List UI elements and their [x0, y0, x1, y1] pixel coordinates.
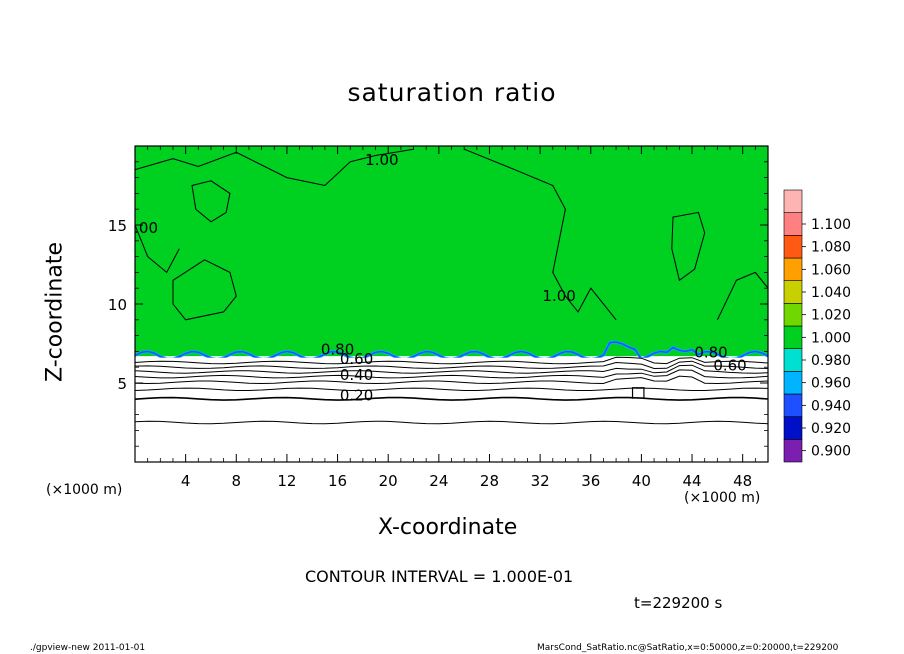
contour-label: 0.20	[340, 386, 373, 404]
colorbar-label: 1.060	[811, 262, 851, 278]
contour-label: 0.60	[340, 350, 373, 368]
contour-line	[135, 420, 768, 425]
contour-line	[172, 259, 237, 321]
colorbar-swatch	[783, 439, 803, 463]
colorbar-swatch	[783, 303, 803, 327]
y-tick-label: 5	[117, 375, 127, 393]
colorbar-label: 1.040	[811, 285, 851, 301]
contour-line	[135, 148, 414, 187]
colorbar-swatch	[783, 371, 803, 395]
contour-lines: 1.001.001.000.800.600.400.200.800.60	[125, 148, 768, 425]
x-tick-label: 28	[480, 472, 499, 490]
contour-line	[464, 148, 617, 321]
x-tick-label: 16	[328, 472, 347, 490]
colorbar-label: 0.960	[811, 376, 851, 392]
x-tick-label: 32	[531, 472, 550, 490]
saturation-field	[135, 146, 768, 462]
colorbar-label: 0.920	[811, 421, 851, 437]
contour-line	[135, 387, 768, 391]
colorbar-label: 1.000	[811, 330, 851, 346]
colorbar-label: 0.900	[811, 444, 851, 460]
colorbar-label: 1.080	[811, 240, 851, 256]
contour-line	[135, 369, 768, 379]
contour-label: 0.60	[713, 356, 746, 374]
contour-label: 0.80	[694, 344, 727, 362]
colorbar-swatch	[783, 189, 803, 213]
colorbar-swatch	[783, 257, 803, 281]
x-tick-label: 12	[277, 472, 296, 490]
colorbar-swatch	[783, 348, 803, 372]
contour-line	[716, 271, 768, 321]
contour-line	[135, 364, 768, 374]
colorbar: 0.900 0.920 0.940 0.960 0.980 1.000 1.020 1.040…	[783, 189, 851, 463]
colorbar-label: 1.100	[811, 217, 851, 233]
contour-label: 0.40	[340, 366, 373, 384]
contour-line	[191, 180, 231, 223]
contour-line	[135, 356, 768, 365]
x-axis-unit: (×1000 m)	[46, 482, 123, 498]
x-tick-label: 8	[232, 472, 242, 490]
contour-label: 1.00	[125, 219, 158, 237]
y-tick-label: 10	[108, 296, 127, 314]
x-tick-label: 24	[429, 472, 448, 490]
footer-program: ./gpview-new 2011-01-01	[30, 643, 146, 653]
contour-line	[631, 387, 645, 399]
time-label: t=229200 s	[634, 594, 723, 612]
colorbar-swatch	[783, 212, 803, 236]
subsaturated-region	[135, 357, 768, 462]
colorbar-swatch	[783, 416, 803, 440]
contour-line	[135, 224, 180, 274]
contour-line	[135, 375, 768, 385]
contour-line	[135, 360, 768, 370]
contour-line	[135, 396, 768, 401]
y-axis-unit: (×1000 m)	[684, 490, 761, 506]
y-axis-label: Z-coordinate	[42, 242, 68, 382]
x-tick-label: 20	[379, 472, 398, 490]
contour-line	[671, 211, 706, 282]
contour-interval: CONTOUR INTERVAL = 1.000E-01	[305, 567, 574, 586]
saturated-region	[135, 146, 768, 357]
colorbar-swatch	[783, 325, 803, 349]
colorbar-label: 1.020	[811, 308, 851, 324]
colorbar-swatch	[783, 393, 803, 417]
colorbar-swatch	[783, 235, 803, 259]
y-tick-label: 15	[108, 217, 127, 235]
footer-source: MarsCond_SatRatio.nc@SatRatio,x=0:50000,…	[537, 643, 839, 653]
x-tick-label: 4	[181, 472, 191, 490]
x-axis-label: X-coordinate	[378, 515, 518, 540]
colorbar-label: 0.940	[811, 398, 851, 414]
contour-label: 1.00	[365, 151, 398, 169]
x-tick-label: 48	[733, 472, 752, 490]
contour-label: 0.80	[321, 341, 354, 359]
contour-label: 1.00	[542, 287, 575, 305]
colorbar-label: 0.980	[811, 353, 851, 369]
colorbar-swatch	[783, 280, 803, 304]
x-tick-label: 40	[632, 472, 651, 490]
x-tick-label: 36	[581, 472, 600, 490]
chart-title: saturation ratio	[347, 78, 557, 107]
x-tick-label: 44	[682, 472, 701, 490]
